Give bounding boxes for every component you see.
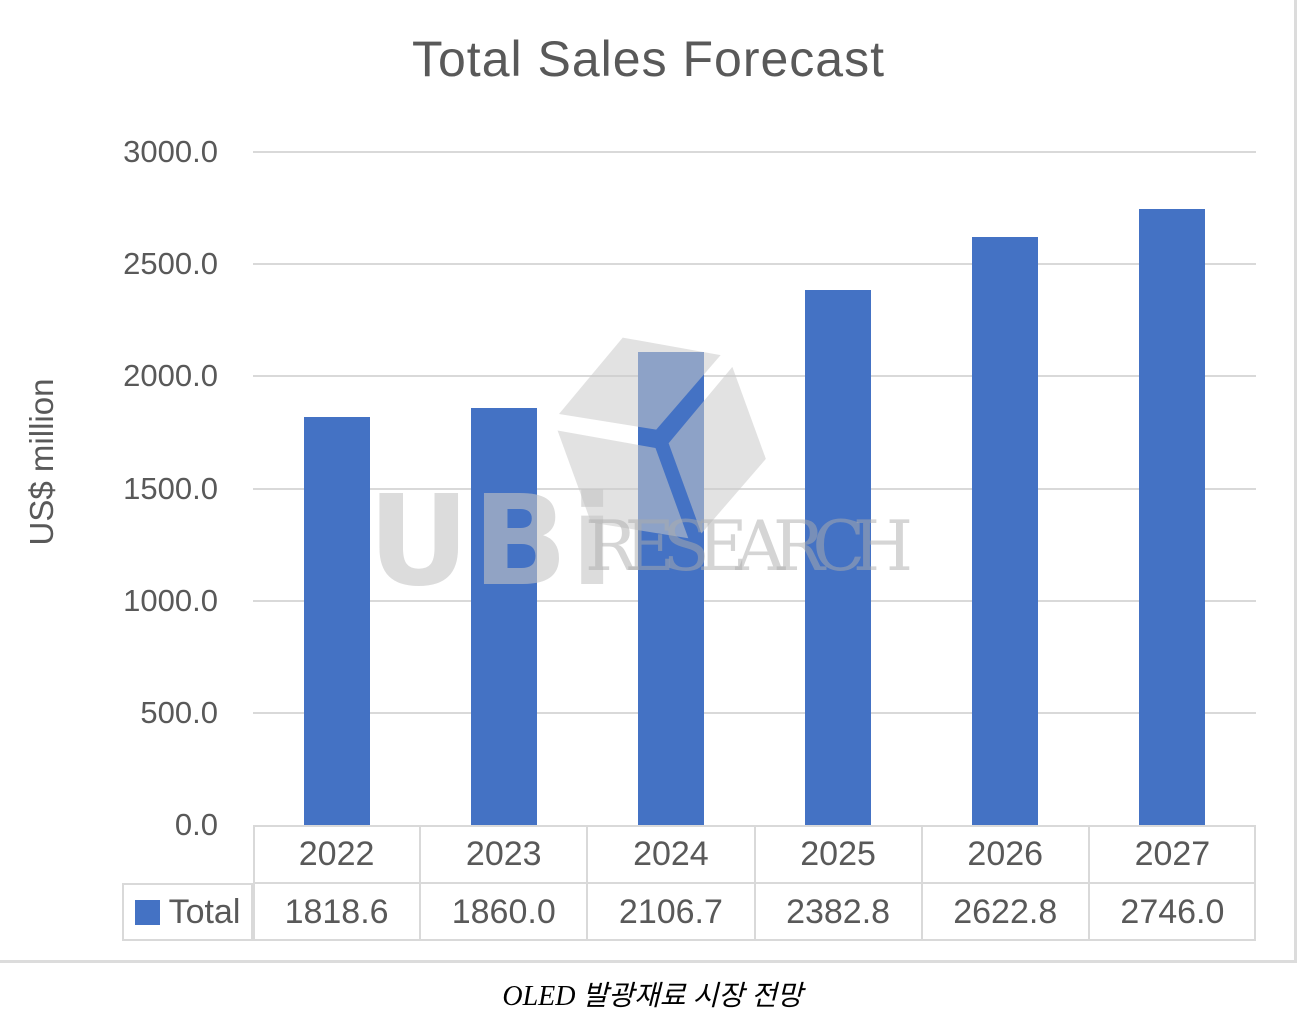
chart-frame-right-border [1294,0,1297,963]
table-column-divider [920,825,923,941]
y-axis-tick-2000: 2000.0 [123,358,218,394]
y-axis-tick-1500: 1500.0 [123,470,218,506]
legend-series-label: Total [168,892,241,931]
bar-2022 [303,417,370,825]
chart-title: Total Sales Forecast [412,31,885,87]
table-value-2025: 2382.8 [786,892,891,931]
x-axis-category-2023: 2023 [465,834,542,873]
y-axis-title: US$ million [23,378,60,546]
x-axis-category-2024: 2024 [633,834,709,873]
gridline-1000 [253,599,1256,602]
table-value-2026: 2622.8 [953,892,1058,931]
legend-cell-outline [122,883,253,941]
x-axis-category-2025: 2025 [800,834,876,873]
table-value-2024: 2106.7 [618,892,723,931]
x-axis-category-2027: 2027 [1134,834,1211,873]
gridline-3000 [253,151,1256,153]
x-axis-category-2022: 2022 [298,834,375,873]
bar-2024 [637,352,704,825]
chart-frame-bottom-border [0,960,1297,963]
gridline-1500 [253,487,1256,490]
bar-2025 [805,290,872,825]
gridline-500 [253,711,1256,714]
figure-caption: OLED 발광재료 시장 전망 [502,981,803,1012]
gridline-2000 [253,375,1256,378]
bar-2027 [1139,208,1206,825]
legend-marker-icon [134,899,160,925]
bar-2023 [470,407,537,825]
legend-cell: Total [122,883,253,941]
bar-2026 [972,236,1039,825]
table-value-2022: 1818.6 [284,892,389,931]
gridline-2500 [253,263,1256,266]
y-axis-tick-0: 0.0 [174,807,218,842]
table-column-divider [586,825,589,941]
y-axis-tick-500: 500.0 [140,694,218,730]
table-column-divider [419,825,422,941]
table-value-2027: 2746.0 [1120,892,1225,931]
table-column-divider [1087,825,1090,941]
table-value-2023: 1860.0 [451,892,556,931]
table-column-divider [753,825,756,941]
y-axis-tick-1000: 1000.0 [123,582,218,618]
y-axis-tick-2500: 2500.0 [123,246,218,282]
x-axis-category-2026: 2026 [967,834,1044,873]
y-axis-tick-3000: 3000.0 [123,134,218,169]
